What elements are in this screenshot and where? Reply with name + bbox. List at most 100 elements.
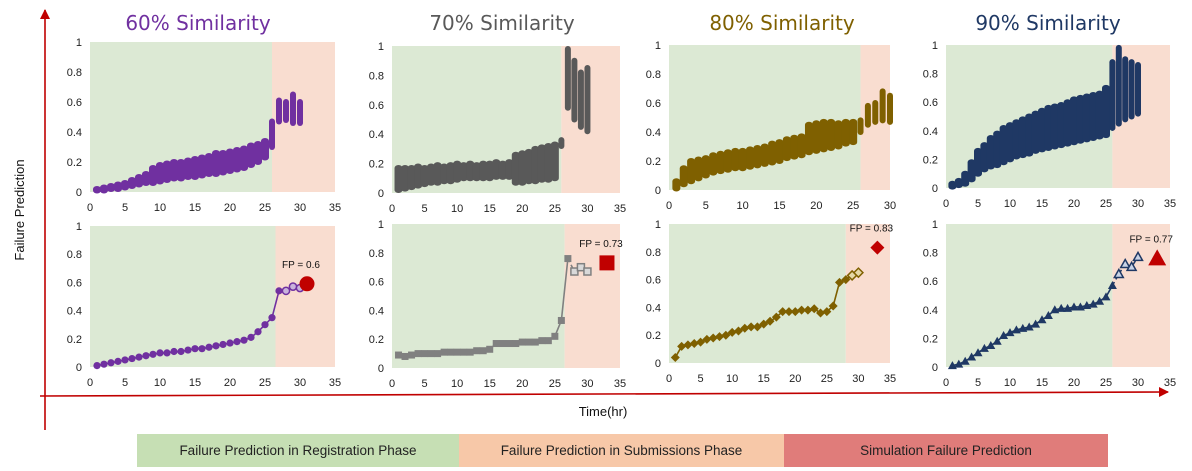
y-tick-label: 0.2 [369,159,384,171]
x-tick-label: 35 [329,202,341,214]
data-point-band [738,147,747,172]
x-tick-label: 5 [122,202,128,214]
fp-marker [1148,249,1167,266]
x-tick-label: 10 [737,200,749,212]
data-point-band [1109,59,1116,131]
registration-phase-region [392,224,565,368]
x-tick-label: 35 [614,378,626,390]
y-tick-label: 1 [76,221,82,233]
submissions-phase-region [1112,45,1170,188]
y-tick-label: 0.8 [923,248,938,260]
data-point [740,323,750,333]
data-point [790,307,800,317]
data-point-band [1089,92,1098,141]
x-tick-label: 30 [1132,377,1144,389]
data-point [114,357,122,365]
submissions-phase-region [561,46,620,193]
data-point-band [198,154,206,179]
legend-registration-label: Failure Prediction in Registration Phase [179,443,417,458]
y-tick-label: 0 [655,185,661,197]
data-point [727,327,737,337]
legend-submissions-label: Failure Prediction in Submissions Phase [500,443,743,458]
data-point-band [219,150,227,176]
data-point-band [453,160,462,183]
data-point-band [974,147,982,177]
data-point [960,356,970,365]
y-tick-label: 1 [76,37,82,49]
data-point-band [1063,99,1072,147]
y-tick-label: 0.4 [67,306,82,318]
data-point-band [834,120,843,150]
data-point [715,332,725,342]
data-point-band [212,150,220,177]
data-point-band [531,145,540,185]
x-tick-label: 0 [87,202,93,214]
fp-label: FP = 0.73 [579,239,623,250]
data-point [784,307,794,317]
data-point [551,332,559,340]
data-point-band [276,97,282,125]
x-tick-label: 25 [1100,377,1112,389]
data-point [816,308,826,318]
data-point-band [240,145,248,171]
data-point [434,350,442,358]
data-point-band [184,157,192,180]
x-tick-label: 30 [1132,198,1144,210]
data-point-band [701,155,710,179]
data-point-band [584,65,591,135]
data-point-band [1070,96,1078,146]
x-tick-label: 5 [122,377,128,389]
y-tick-label: 0 [932,362,938,374]
data-point [1024,322,1034,331]
y-tick-label: 0.4 [646,127,661,139]
x-tick-label: 30 [294,202,306,214]
data-point [525,338,533,346]
data-point-band [1102,84,1110,139]
x-tick-label: 20 [1068,377,1080,389]
data-point [771,312,781,322]
x-tick-label: 15 [484,378,496,390]
data-point [219,340,227,349]
y-tick-label: 0.4 [646,302,661,314]
x-tick-label: 10 [1004,198,1016,210]
data-point [107,359,115,367]
x-tick-label: 15 [758,373,770,385]
x-tick-label: 30 [294,377,306,389]
data-point [531,338,539,346]
data-point-band [149,165,157,186]
data-point-band [1031,110,1040,154]
data-point [275,287,283,295]
data-point-band [849,118,858,146]
y-tick-label: 0.6 [67,97,82,109]
y-tick-label: 0 [378,188,384,200]
y-tick-label: 0.4 [369,305,384,317]
fp-label: FP = 0.77 [1129,234,1173,245]
data-point [408,351,416,359]
x-tick-label: 15 [189,202,201,214]
data-point-band [768,140,777,166]
data-point-band [247,142,255,168]
x-tick-label: 5 [698,373,704,385]
x-tick-label: 25 [549,378,561,390]
data-point-band [290,91,296,126]
data-point [828,301,838,311]
data-point [1132,250,1144,262]
legend-submissions: Failure Prediction in Submissions Phase [459,434,784,467]
data-point-band [433,162,442,186]
y-tick-label: 0.8 [646,69,661,81]
data-point [979,343,989,352]
y-tick-label: 0.4 [923,305,938,317]
x-tick-label: 5 [422,203,428,215]
data-point [479,347,487,355]
data-point [852,267,864,279]
data-point [1088,299,1098,308]
data-point [505,340,513,348]
data-point [254,328,262,336]
x-tick-label: 30 [581,203,593,215]
legend-simulation: Simulation Failure Prediction [784,434,1108,467]
x-tick-label: 10 [1004,377,1016,389]
y-tick-label: 0.4 [369,129,384,141]
x-tick-label: 15 [1036,377,1048,389]
